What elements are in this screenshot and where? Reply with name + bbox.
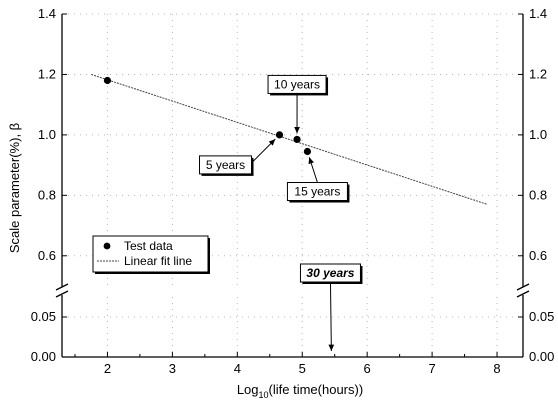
x-tick-label: 3	[169, 361, 176, 376]
y-tick-label-left: 0.05	[31, 309, 56, 324]
y-tick-label-left: 0.8	[38, 187, 56, 202]
y-tick-label-left: 1.4	[38, 6, 56, 21]
annotation-label: 15 years	[294, 185, 340, 199]
annotations: 5 years 10 years 15 years 30 years	[199, 74, 363, 352]
annotation-arrowhead	[294, 127, 300, 134]
axis-break-mark	[55, 283, 69, 291]
x-axis-label-rest: (life time(hours))	[269, 382, 364, 397]
y-tick-label-left: 1.2	[38, 66, 56, 81]
annotation-arrowhead	[328, 344, 335, 352]
annotation-arrow	[329, 281, 332, 352]
data-point	[275, 131, 284, 139]
x-tick-label: 8	[493, 361, 500, 376]
grid	[62, 13, 523, 357]
x-tick-label: 5	[299, 361, 306, 376]
y-tick-label-right: 0.6	[529, 248, 547, 263]
x-axis-label: Log10(life time(hours))	[237, 382, 363, 400]
x-axis-label-main: Log	[237, 382, 259, 397]
annotation-label: 30 years	[306, 266, 354, 280]
y-tick-label-right: 0.8	[529, 187, 547, 202]
annotation-label: 5 years	[206, 158, 245, 172]
y-tick-label-left: 0.6	[38, 248, 56, 263]
data-point	[293, 135, 301, 144]
data-point	[103, 76, 112, 85]
y-tick-label-left: 0.00	[31, 349, 56, 364]
annotation-box	[199, 155, 253, 175]
y-tick-label-right: 1.0	[529, 127, 547, 142]
x-tick-label: 2	[104, 361, 111, 376]
legend-box	[92, 235, 209, 273]
y-tick-label-right: 0.05	[529, 309, 554, 324]
legend-label-fit-line: Linear fit line	[124, 254, 192, 268]
annotation-label: 10 years	[274, 77, 320, 91]
fit-line-layer	[91, 73, 488, 205]
axis-break-mark	[516, 283, 530, 291]
legend-label-test-data: Test data	[124, 239, 173, 253]
y-tick-label-left: 1.0	[38, 127, 56, 142]
x-axis-label-subscript: 10	[259, 390, 269, 400]
axis-break-mark	[516, 290, 530, 298]
y-tick-label-right: 0.00	[529, 349, 554, 364]
x-tick-label: 6	[364, 361, 371, 376]
axis-break-mark	[55, 290, 69, 298]
x-tick-label: 7	[428, 361, 435, 376]
axes	[55, 13, 530, 358]
data-point	[303, 147, 312, 156]
data-points	[103, 76, 312, 156]
legend-marker-test-data	[103, 242, 111, 250]
x-tick-label: 4	[234, 361, 241, 376]
annotation-arrowhead	[308, 157, 314, 165]
annotation-arrowhead	[268, 139, 276, 146]
y-tick-label-right: 1.4	[529, 6, 547, 21]
fit-line	[91, 73, 488, 205]
y-axis-label: Scale parameter(%), β	[7, 123, 22, 253]
tick-labels: 2 3 4 5 6 7 8 0.6 0.6 0.8 0.8 1.0 1.0 1.2 1.2 1.4 1.4 0.0…	[31, 6, 555, 376]
y-tick-label-right: 1.2	[529, 66, 547, 81]
